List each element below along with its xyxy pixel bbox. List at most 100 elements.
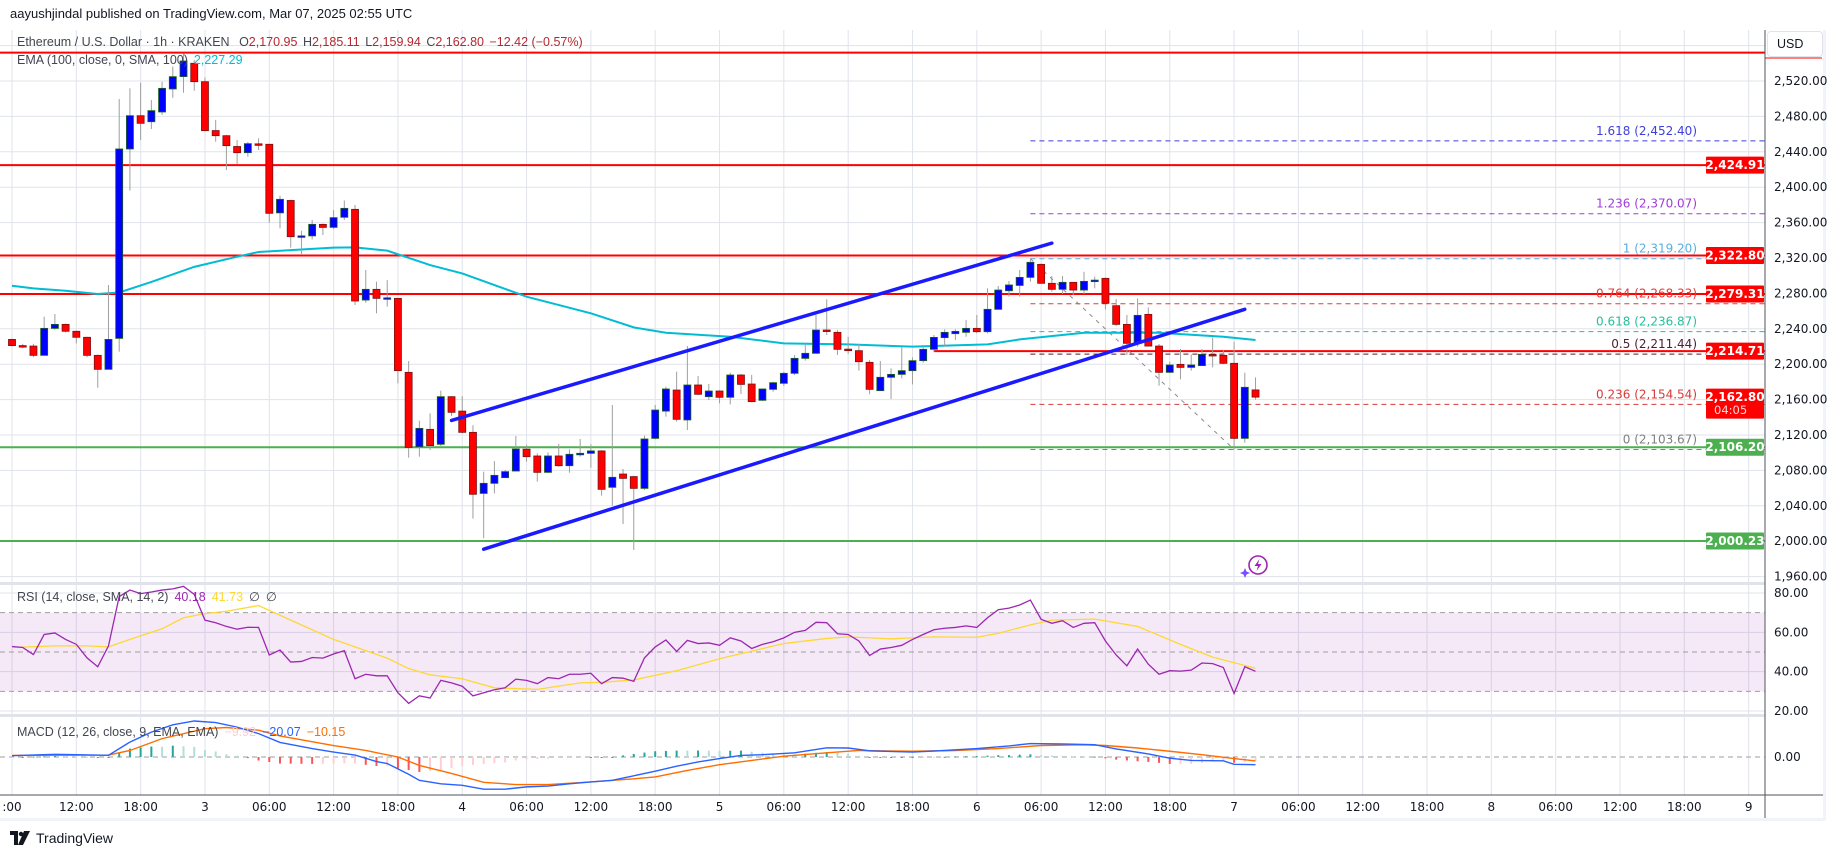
candle <box>168 66 177 98</box>
macd-histogram-bar <box>1007 755 1010 757</box>
candle-body-down <box>1251 389 1260 398</box>
candle <box>1208 337 1217 368</box>
macd-histogram-bar <box>986 755 989 757</box>
macd-histogram-bar <box>32 756 35 758</box>
time-tick-label: 12:00 <box>1603 800 1638 814</box>
macd-histogram-bar <box>857 755 860 757</box>
time-tick-label: 18:00 <box>895 800 930 814</box>
macd-histogram-bar <box>547 757 549 759</box>
support-price-badge <box>1706 532 1764 550</box>
macd-histogram-bar <box>911 757 914 758</box>
symbol-legend[interactable]: Ethereum / U.S. Dollar · 1h · KRAKEN O2,… <box>17 35 585 49</box>
rsi-pane[interactable] <box>0 585 1765 705</box>
macd-histogram-bar <box>557 757 560 759</box>
candle <box>576 438 585 457</box>
candle <box>662 386 670 417</box>
macd-histogram-bar <box>1104 757 1107 759</box>
time-tick-label: 06:00 <box>509 800 544 814</box>
ema-legend[interactable]: EMA (100, close, 0, SMA, 100) 2,227.29 <box>17 53 249 67</box>
time-tick-label: 12:00 <box>59 800 94 814</box>
tradingview-logo-icon <box>10 831 30 845</box>
price-pane[interactable]: 1.618 (2,452.40) 1.236 (2,370.07) 1 (2,319… <box>0 51 1765 551</box>
candle <box>297 230 306 255</box>
candle <box>715 390 724 404</box>
candle <box>597 450 606 496</box>
candle <box>243 142 252 157</box>
macd-histogram-bar <box>193 746 196 757</box>
macd-histogram-bar <box>600 757 603 758</box>
macd-histogram-bar <box>568 757 571 758</box>
macd-histogram-bar <box>107 757 110 758</box>
macd-pane[interactable] <box>0 720 1765 790</box>
rsi-legend[interactable]: RSI (14, close, SMA, 14, 2) 40.18 41.73 ∅ ∅ <box>17 589 283 604</box>
price-tick-label: 2,320.00 <box>1774 251 1827 265</box>
tradingview-logo[interactable]: TradingView <box>10 830 113 846</box>
candle-body-down <box>426 428 434 447</box>
macd-histogram-bar <box>461 757 464 766</box>
macd-histogram-bar <box>396 757 399 769</box>
macd-histogram-bar <box>622 755 625 757</box>
candle <box>511 435 520 472</box>
currency-button[interactable]: USD <box>1767 31 1823 57</box>
candle-body-down <box>694 384 702 395</box>
candle-body-down <box>222 135 231 147</box>
candle-body-up <box>951 330 960 335</box>
candle <box>1230 341 1238 450</box>
candle-body-up <box>994 289 1003 310</box>
candle <box>544 452 552 474</box>
price-tick-label: 2,480.00 <box>1774 109 1827 123</box>
candle-body-down <box>629 476 638 489</box>
candle-body-up <box>104 339 113 370</box>
candle-body-up <box>1165 364 1174 373</box>
candle <box>1037 263 1046 284</box>
macd-histogram-bar <box>364 757 367 765</box>
candle <box>854 344 863 371</box>
lightning-sparkle-icon[interactable] <box>1240 555 1268 578</box>
macd-histogram-bar <box>171 745 174 757</box>
macd-histogram-bar <box>418 757 421 772</box>
support-price-badge-text: 2,000.23 <box>1705 534 1764 548</box>
macd-histogram-bar <box>332 757 335 764</box>
macd-histogram-bar <box>86 756 89 758</box>
candle <box>329 210 338 229</box>
macd-histogram-bar <box>729 750 732 757</box>
macd-histogram-bar <box>1179 757 1182 764</box>
candle <box>1090 276 1099 289</box>
candle <box>1122 314 1131 355</box>
candle-body-down <box>394 297 402 372</box>
macd-histogram-bar <box>118 752 121 757</box>
macd-histogram-bar <box>643 752 646 757</box>
macd-histogram-bar <box>965 756 968 758</box>
candle-body-down <box>469 431 477 495</box>
macd-legend[interactable]: MACD (12, 26, close, 9, EMA, EMA) −9.92 −2… <box>17 725 351 739</box>
candle <box>308 219 317 240</box>
macd-histogram-bar <box>900 757 903 758</box>
candle-body-down <box>211 130 220 137</box>
candle <box>490 461 499 494</box>
macd-label: MACD (12, 26, close, 9, EMA, EMA) <box>17 725 219 739</box>
candle <box>40 316 49 356</box>
macd-histogram-bar <box>161 746 164 757</box>
candle <box>415 420 424 457</box>
macd-histogram-bar <box>1115 757 1118 760</box>
macd-histogram-bar <box>354 757 357 764</box>
candle-body-down <box>18 345 27 348</box>
rsi-extra-2: ∅ <box>265 590 277 604</box>
macd-histogram-bar <box>64 756 67 758</box>
candle <box>983 288 992 334</box>
macd-histogram-bar <box>407 757 410 771</box>
candle <box>394 297 402 384</box>
candle-body-down <box>1230 362 1238 439</box>
candle <box>1005 281 1013 297</box>
candle <box>1240 372 1249 443</box>
price-tick-label: 2,520.00 <box>1774 74 1827 88</box>
macd-histogram-bar <box>1093 756 1096 758</box>
price-tick-label: 2,120.00 <box>1774 428 1827 442</box>
candle <box>865 360 874 395</box>
candle <box>640 435 649 490</box>
candle-body-up <box>297 235 306 238</box>
macd-histogram-bar <box>482 757 485 764</box>
candle <box>72 330 81 344</box>
channel-upper-line <box>449 241 1054 423</box>
